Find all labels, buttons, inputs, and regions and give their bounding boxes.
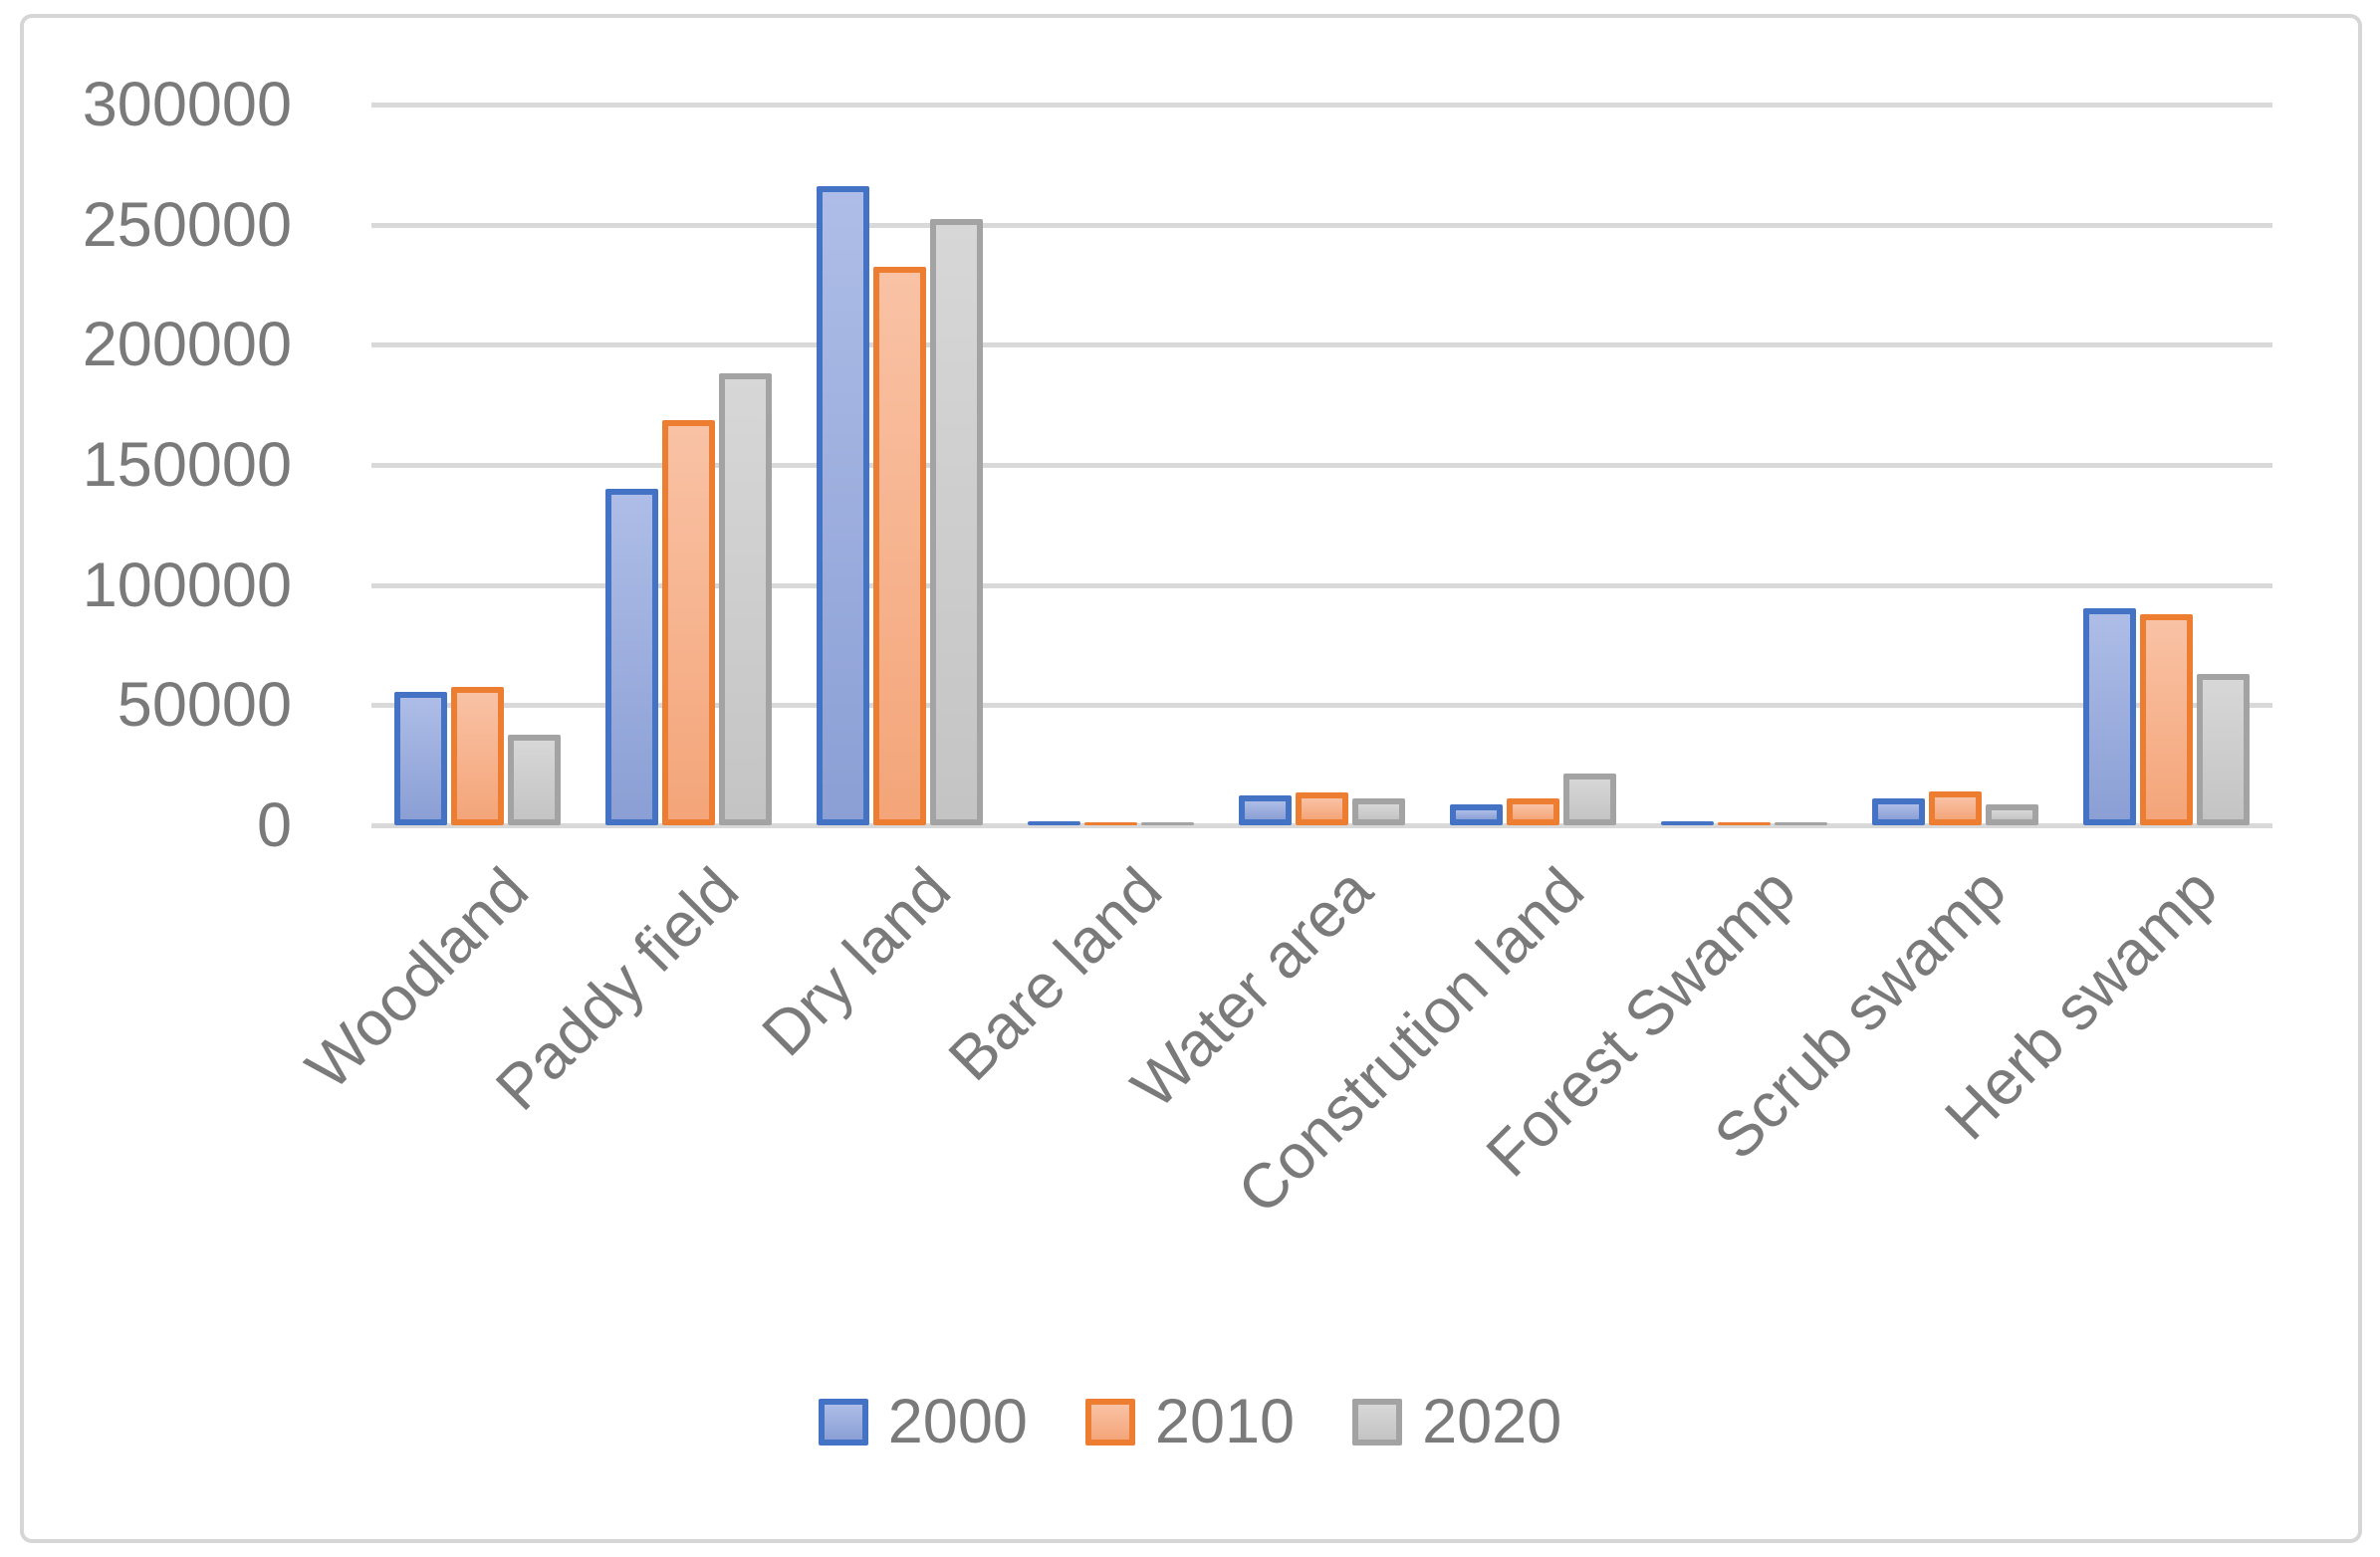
gridline: [371, 222, 2272, 228]
gridline: [371, 582, 2272, 588]
legend-item-2000: 2000: [818, 1387, 1028, 1456]
y-axis-tick-label: 100000: [82, 550, 292, 620]
bar-2020-forest-swamp: [1775, 822, 1827, 825]
plot-area: [371, 103, 2272, 828]
bar-2000-bare-land: [1028, 821, 1080, 825]
bar-2010-scrub-swamp: [1929, 791, 1982, 825]
legend-label: 2000: [887, 1387, 1028, 1456]
bar-2000-woodland: [394, 692, 447, 825]
y-axis-tick-label: 150000: [82, 430, 292, 500]
y-axis-tick-label: 50000: [117, 670, 292, 741]
legend-item-2020: 2020: [1352, 1390, 1561, 1453]
bar-2020-woodland: [508, 735, 561, 825]
legend: 2000 2010 2020: [0, 1390, 2380, 1453]
bar-2000-scrub-swamp: [1872, 798, 1925, 825]
legend-label: 2020: [1422, 1387, 1562, 1456]
bar-2010-water-area: [1296, 792, 1348, 825]
bar-2000-paddy-field: [605, 489, 658, 825]
bar-2000-dry-land: [817, 186, 869, 825]
bar-2010-herb-swamp: [2140, 614, 2193, 825]
bar-2010-woodland: [451, 687, 504, 825]
bar-2020-dry-land: [930, 219, 983, 825]
bar-2010-forest-swamp: [1718, 822, 1771, 825]
bar-2000-herb-swamp: [2083, 608, 2136, 825]
y-axis-tick-label: 0: [256, 790, 292, 860]
legend-marker-2010: [1084, 1398, 1135, 1446]
y-axis-tick-label: 300000: [82, 70, 292, 139]
bar-2000-water-area: [1239, 795, 1292, 825]
bar-2000-constrution-land: [1450, 804, 1503, 825]
bar-2020-water-area: [1352, 798, 1405, 825]
gridline: [371, 342, 2272, 348]
y-axis-tick-label: 200000: [82, 310, 292, 380]
gridline: [371, 823, 2272, 828]
bar-2020-paddy-field: [719, 373, 772, 825]
y-axis-tick-label: 250000: [82, 189, 292, 260]
legend-marker-2000: [818, 1398, 868, 1446]
legend-marker-2020: [1352, 1398, 1403, 1446]
gridline: [371, 103, 2272, 108]
bar-2010-constrution-land: [1507, 798, 1559, 825]
gridline: [371, 463, 2272, 468]
legend-item-2010: 2010: [1084, 1387, 1296, 1456]
gridline: [371, 703, 2272, 709]
bar-2010-bare-land: [1084, 822, 1137, 825]
bar-2010-dry-land: [873, 267, 926, 825]
bar-2000-forest-swamp: [1661, 821, 1714, 825]
bar-2020-scrub-swamp: [1986, 804, 2038, 825]
bar-2020-constrution-land: [1563, 774, 1616, 825]
bar-2010-paddy-field: [662, 420, 715, 825]
bar-2020-herb-swamp: [2197, 674, 2250, 825]
legend-label: 2010: [1154, 1387, 1296, 1456]
bar-2020-bare-land: [1141, 822, 1194, 825]
